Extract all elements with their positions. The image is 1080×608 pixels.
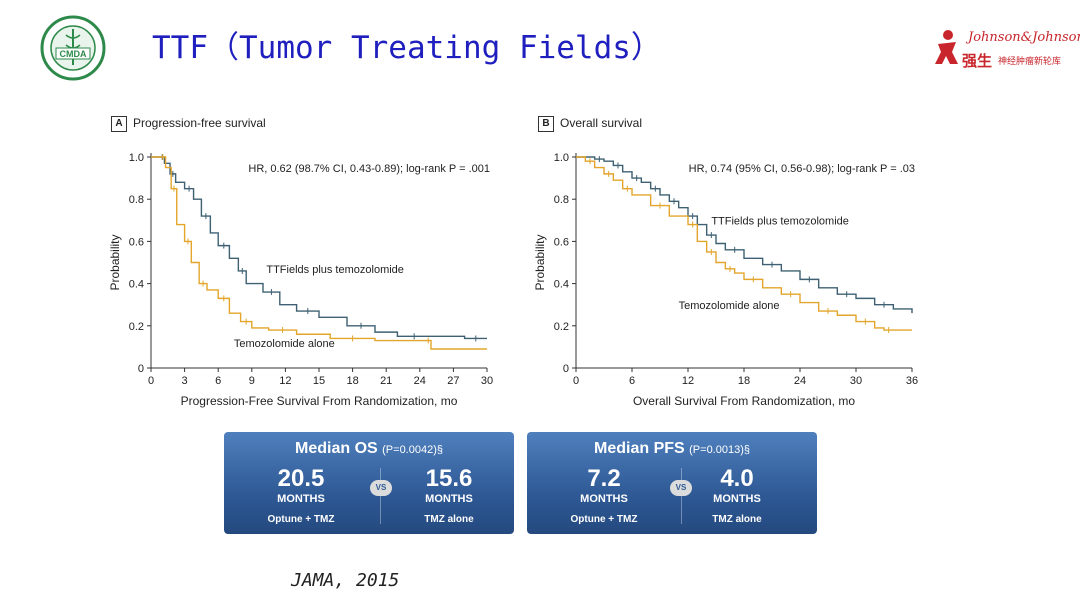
pfs-x-tick-label: 12 [279, 375, 291, 387]
os-y-tick-label: 0 [563, 363, 569, 375]
median-os-p: (P=0.0042)§ [382, 444, 443, 456]
jj-red-figure-icon [935, 30, 958, 64]
median-pfs-right-arm: TMZ alone [712, 514, 762, 525]
cmda-logo-text: CMDA [60, 49, 87, 59]
pfs-y-tick-label: 0.6 [129, 236, 144, 248]
pfs-x-tick-label: 27 [447, 375, 459, 387]
panel-b-title: Overall survival [560, 116, 643, 131]
os-series-label-ttf: TTFields plus temozolomide [711, 216, 849, 228]
os-x-tick-label: 0 [573, 375, 579, 387]
os-hr-annotation: HR, 0.74 (95% CI, 0.56-0.98); log-rank P… [689, 163, 915, 175]
median-pfs-right-value: 4.0 [720, 465, 754, 492]
pfs-x-tick-label: 9 [249, 375, 255, 387]
median-pfs-box: Median PFS (P=0.0013)§ 7.2 MONTHS Optune… [527, 432, 817, 534]
pfs-chart-group: 0 3 6 9 12 15 18 21 24 27 30 0 0.2 0.4 0.6 0.8 1.0 Progre… [108, 152, 493, 408]
median-pfs-right: 4.0 MONTHS TMZ alone [682, 466, 792, 526]
median-os-right-arm: TMZ alone [424, 514, 474, 525]
pfs-x-tick-label: 21 [380, 375, 392, 387]
median-pfs-divider [681, 468, 682, 524]
median-pfs-left-arm: Optune + TMZ [570, 514, 638, 525]
pfs-hr-annotation: HR, 0.62 (98.7% CI, 0.43-0.89); log-rank… [248, 163, 490, 175]
median-pfs-left-value: 7.2 [587, 465, 621, 492]
median-os-left-value: 20.5 [277, 465, 325, 492]
median-pfs-header: Median PFS (P=0.0013)§ [527, 440, 817, 458]
pfs-series-tmz-line [151, 156, 487, 350]
os-y-tick-label: 1.0 [554, 152, 569, 164]
median-pfs-left-unit: MONTHS [580, 493, 628, 505]
panel-a-letter: A [111, 116, 127, 132]
median-pfs-left: 7.2 MONTHS Optune + TMZ [549, 466, 659, 526]
median-os-right-value: 15.6 [425, 465, 473, 492]
median-os-box: Median OS (P=0.0042)§ 20.5 MONTHS Optune… [224, 432, 514, 534]
jj-cn-sub: 神经肿瘤新轮库 [998, 56, 1062, 66]
os-series-label-tmz: Temozolomide alone [679, 300, 780, 312]
pfs-y-tick-label: 0.2 [129, 321, 144, 333]
caduceus-seal-icon: CMDA [40, 15, 106, 81]
panel-a-label: A Progression-free survival [111, 116, 266, 132]
pfs-x-tick-label: 6 [215, 375, 221, 387]
median-pfs-right-unit: MONTHS [713, 493, 761, 505]
median-os-left-arm: Optune + TMZ [267, 514, 335, 525]
pfs-y-tick-label: 0.8 [129, 194, 144, 206]
os-y-tick-label: 0.8 [554, 194, 569, 206]
median-os-divider [380, 468, 381, 524]
panel-b-label: B Overall survival [538, 116, 642, 132]
pfs-x-tick-label: 24 [414, 375, 426, 387]
os-x-tick-label: 24 [794, 375, 806, 387]
median-os-header: Median OS (P=0.0042)§ [224, 440, 514, 458]
pfs-x-axis-label: Progression-Free Survival From Randomiza… [181, 394, 458, 408]
os-x-tick-label: 12 [682, 375, 694, 387]
os-series-tmz-line [576, 156, 912, 331]
median-os-left: 20.5 MONTHS Optune + TMZ [246, 466, 356, 526]
panel-a-title: Progression-free survival [133, 116, 266, 131]
os-y-tick-label: 0.6 [554, 236, 569, 248]
slide-title: TTF（Tumor Treating Fields） [152, 30, 662, 66]
os-chart-group: 0 6 12 18 24 30 36 0 0.2 0.4 0.6 0.8 1.0 Overall Surv… [533, 152, 918, 408]
jj-cn-main: 强生 [962, 53, 993, 70]
pfs-y-tick-label: 0.4 [129, 279, 144, 291]
median-pfs-vs: VS [670, 480, 692, 496]
pfs-x-tick-label: 0 [148, 375, 154, 387]
jj-brand-text: Johnson&Johnson [968, 30, 1080, 45]
pfs-y-axis-label: Probability [108, 234, 122, 290]
median-os-title: Median OS [295, 440, 378, 457]
median-os-right-unit: MONTHS [425, 493, 473, 505]
median-os-right: 15.6 MONTHS TMZ alone [394, 466, 504, 526]
pfs-series-ttf-line [151, 156, 487, 340]
median-os-vs: VS [370, 480, 392, 496]
jj-logo: Johnson&Johnson 强生 神经肿瘤新轮库 [932, 26, 1080, 76]
pfs-y-tick-label: 0 [138, 363, 144, 375]
os-x-axis-label: Overall Survival From Randomization, mo [633, 394, 855, 408]
os-x-tick-label: 30 [850, 375, 862, 387]
pfs-x-tick-label: 3 [182, 375, 188, 387]
pfs-series-label-ttf: TTFields plus temozolomide [266, 264, 404, 276]
panel-b-letter: B [538, 116, 554, 132]
os-x-tick-label: 36 [906, 375, 918, 387]
os-y-tick-label: 0.4 [554, 279, 569, 291]
cmda-logo: CMDA [38, 15, 108, 86]
os-series-ttf-line [576, 156, 913, 314]
os-x-tick-label: 18 [738, 375, 750, 387]
pfs-x-tick-label: 30 [481, 375, 493, 387]
os-y-tick-label: 0.2 [554, 321, 569, 333]
pfs-x-tick-label: 18 [346, 375, 358, 387]
os-y-axis-label: Probability [533, 234, 547, 290]
median-pfs-p: (P=0.0013)§ [689, 444, 750, 456]
os-x-tick-label: 6 [629, 375, 635, 387]
pfs-x-tick-label: 15 [313, 375, 325, 387]
pfs-y-tick-label: 1.0 [129, 152, 144, 164]
median-os-left-unit: MONTHS [277, 493, 325, 505]
pfs-series-label-tmz: Temozolomide alone [234, 338, 335, 350]
median-pfs-title: Median PFS [594, 440, 685, 457]
citation: JAMA, 2015 [291, 570, 400, 591]
